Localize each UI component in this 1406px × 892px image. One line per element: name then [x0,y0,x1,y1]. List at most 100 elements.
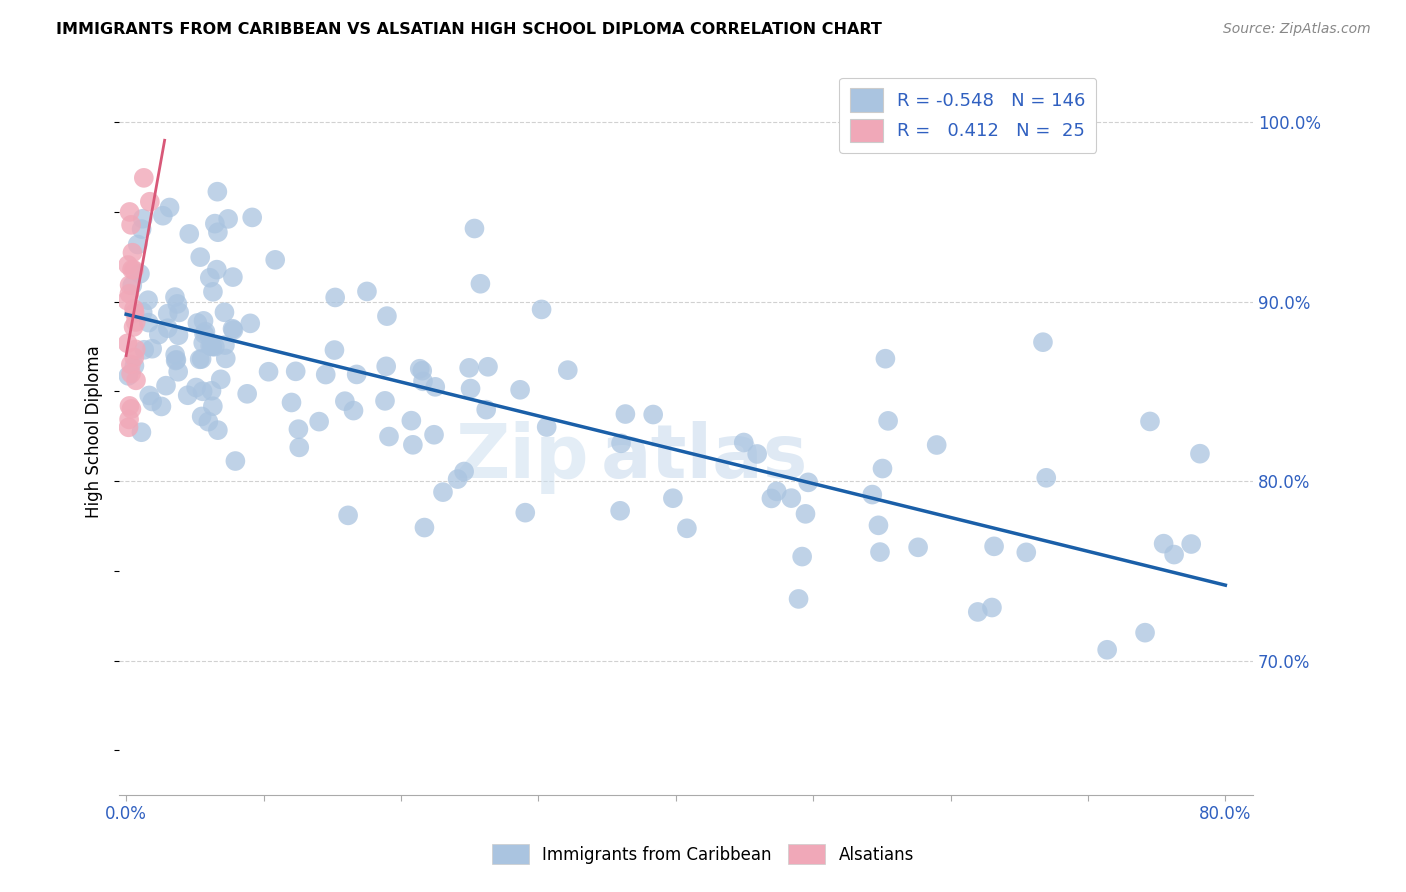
Point [217,211,239,226]
Point [184,380,207,394]
Point [342,403,364,417]
Point [141,342,163,356]
Point [1095,642,1118,657]
Point [402,438,425,452]
Point [194,325,217,339]
Point [201,340,224,354]
Point [131,425,153,440]
Point [875,351,897,366]
Point [138,316,160,330]
Text: Zip: Zip [456,421,589,493]
Point [165,348,187,362]
Point [413,520,436,534]
Point [204,340,226,354]
Point [138,388,160,402]
Point [129,267,152,281]
Point [118,278,141,293]
Point [139,194,162,209]
Point [236,386,259,401]
Point [240,211,263,225]
Point [152,209,174,223]
Point [204,217,226,231]
Point [925,438,948,452]
Point [167,365,190,379]
Point [1015,545,1038,559]
Point [193,335,215,350]
Point [860,487,883,501]
Point [610,436,633,450]
Point [224,454,246,468]
Point [122,320,145,334]
Point [118,412,141,426]
Point [136,293,159,308]
Point [120,218,142,232]
Point [118,399,141,413]
Point [191,384,214,399]
Point [156,307,179,321]
Point [423,427,446,442]
Point [118,286,141,301]
Point [117,258,139,272]
Point [747,447,769,461]
Point [201,285,224,299]
Point [188,352,211,367]
Point [356,285,378,299]
Point [378,429,401,443]
Point [868,518,890,533]
Text: Source: ZipAtlas.com: Source: ZipAtlas.com [1223,22,1371,37]
Point [446,472,468,486]
Point [1180,537,1202,551]
Point [163,290,186,304]
Point [201,339,224,353]
Point [125,373,148,387]
Y-axis label: High School Diploma: High School Diploma [86,345,103,518]
Point [201,399,224,413]
Point [124,306,146,320]
Point [509,383,531,397]
Point [662,491,685,506]
Point [907,541,929,555]
Point [159,201,181,215]
Point [475,402,498,417]
Point [323,343,346,357]
Point [676,521,699,535]
Point [323,290,346,304]
Point [375,359,398,374]
Point [411,364,433,378]
Point [1139,414,1161,428]
Point [614,407,637,421]
Point [432,485,454,500]
Point [333,394,356,409]
Point [120,358,142,372]
Point [167,328,190,343]
Point [120,367,142,381]
Point [121,278,143,293]
Point [780,491,803,505]
Point [308,415,330,429]
Point [115,293,138,308]
Point [127,237,149,252]
Point [131,222,153,236]
Point [221,322,243,336]
Point [156,321,179,335]
Point [125,343,148,357]
Point [222,323,245,337]
Point [124,359,146,373]
Point [1032,335,1054,350]
Point [214,305,236,319]
Point [869,545,891,559]
Point [165,353,187,368]
Point [557,363,579,377]
Point [222,270,245,285]
Point [425,380,447,394]
Point [257,365,280,379]
Point [797,475,820,490]
Point [1133,625,1156,640]
Point [131,305,153,319]
Point [200,384,222,398]
Legend: R = -0.548   N = 146, R =   0.412   N =  25: R = -0.548 N = 146, R = 0.412 N = 25 [839,78,1097,153]
Point [117,368,139,383]
Point [190,351,212,366]
Point [207,423,229,437]
Point [118,205,141,219]
